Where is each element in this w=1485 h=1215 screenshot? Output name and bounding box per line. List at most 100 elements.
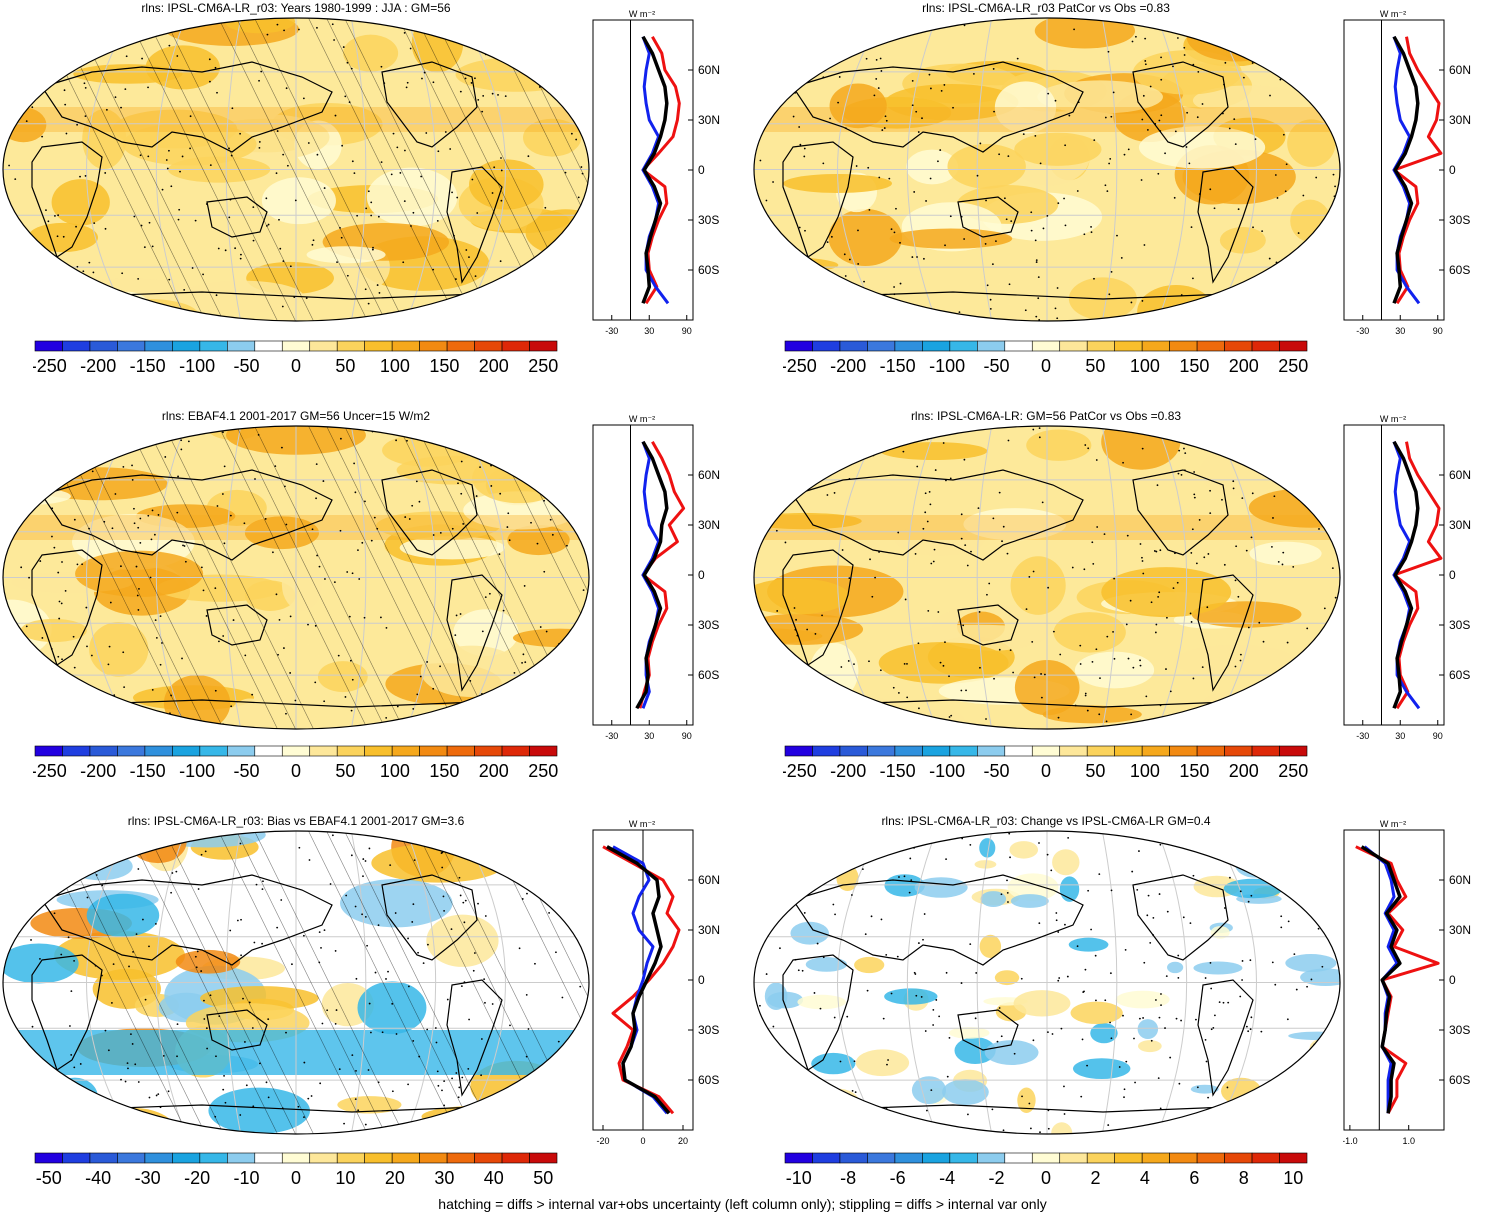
stipple-dot xyxy=(42,727,45,729)
field-blob xyxy=(1235,851,1275,878)
profile-x-tick-label: -30 xyxy=(1356,731,1369,741)
colorbar-swatch xyxy=(446,745,475,757)
stipple-dot xyxy=(1249,959,1252,962)
stipple-dot xyxy=(70,714,73,716)
stipple-dot xyxy=(294,699,297,702)
stipple-dot xyxy=(881,129,884,131)
field-blob xyxy=(340,878,453,928)
colorbar-tick-label: -10 xyxy=(786,1168,812,1188)
stipple-dot xyxy=(487,437,490,439)
stipple-dot xyxy=(847,660,850,662)
stipple-dot xyxy=(259,1133,261,1134)
stipple-dot xyxy=(1189,922,1192,925)
stipple-dot xyxy=(107,1049,110,1052)
stipple-dot xyxy=(87,440,90,443)
stipple-dot xyxy=(909,857,912,860)
stipple-dot xyxy=(143,246,146,249)
stipple-dot xyxy=(897,692,900,694)
stipple-dot xyxy=(7,878,10,881)
stipple-dot xyxy=(31,106,34,109)
stipple-dot xyxy=(1222,1001,1225,1004)
stipple-dot xyxy=(1234,665,1237,668)
stipple-dot xyxy=(1046,214,1049,217)
stipple-dot xyxy=(989,308,992,310)
stipple-dot xyxy=(1172,587,1175,589)
stipple-dot xyxy=(978,611,981,613)
stipple-dot xyxy=(276,130,279,132)
colorbar-swatch xyxy=(144,340,173,352)
stipple-dot xyxy=(1327,46,1330,49)
stipple-dot xyxy=(1034,134,1037,137)
field-blob xyxy=(974,860,997,869)
colorbar-swatch xyxy=(1169,340,1198,352)
stipple-dot xyxy=(776,514,779,516)
stipple-dot xyxy=(774,863,777,866)
stipple-dot xyxy=(1047,1031,1049,1034)
stipple-dot xyxy=(365,207,368,210)
stipple-dot xyxy=(1169,1130,1172,1133)
stipple-dot xyxy=(1130,301,1133,304)
stipple-dot xyxy=(875,58,878,61)
stipple-dot xyxy=(178,208,181,211)
stipple-dot xyxy=(17,459,20,462)
field-blob xyxy=(507,524,570,556)
colorbar-tick-label: 6 xyxy=(1189,1168,1199,1188)
stipple-dot xyxy=(841,864,843,867)
stipple-dot xyxy=(1282,133,1285,136)
profile-lat-label: 60N xyxy=(698,63,720,77)
stipple-dot xyxy=(252,1105,255,1108)
stipple-dot xyxy=(1227,1001,1230,1004)
stipple-dot xyxy=(481,630,484,633)
colorbar-tick-label: 150 xyxy=(429,761,459,781)
stipple-dot xyxy=(768,911,770,914)
stipple-dot xyxy=(1087,889,1090,892)
stipple-dot xyxy=(96,1103,99,1106)
stipple-dot xyxy=(796,664,798,667)
stipple-dot xyxy=(311,528,314,531)
stipple-dot xyxy=(35,278,38,281)
stipple-dot xyxy=(316,554,318,557)
stipple-dot xyxy=(419,675,422,678)
colorbar-swatch xyxy=(1224,340,1253,352)
stipple-dot xyxy=(815,872,818,875)
stipple-dot xyxy=(73,666,76,669)
stipple-dot xyxy=(372,246,374,249)
stipple-dot xyxy=(480,1074,483,1077)
stipple-dot xyxy=(434,1027,437,1029)
colorbar-swatch xyxy=(949,340,978,352)
stipple-dot xyxy=(867,166,870,169)
stipple-dot xyxy=(1317,491,1320,494)
stipple-dot xyxy=(1198,519,1201,521)
field-blob xyxy=(980,891,1007,907)
stipple-dot xyxy=(446,998,449,1001)
stipple-dot xyxy=(1012,671,1015,674)
colorbar-swatch xyxy=(172,745,201,757)
stipple-dot xyxy=(1285,311,1288,314)
field-blob xyxy=(1219,426,1298,439)
stipple-dot xyxy=(455,1072,458,1074)
field-blob xyxy=(768,1092,806,1115)
field-blob xyxy=(51,1077,98,1117)
stipple-dot xyxy=(1060,1027,1063,1030)
stipple-dot xyxy=(377,215,380,218)
stipple-dot xyxy=(1168,319,1171,321)
stipple-dot xyxy=(125,55,128,58)
stipple-dot xyxy=(819,1007,822,1010)
stipple-dot xyxy=(209,994,212,997)
stipple-dot xyxy=(924,492,927,495)
stipple-dot xyxy=(1124,949,1127,951)
stipple-dot xyxy=(772,181,774,183)
stipple-dot xyxy=(1095,999,1097,1002)
stipple-dot xyxy=(914,25,917,28)
stipple-dot xyxy=(65,132,68,135)
colorbar-swatch xyxy=(34,1152,63,1164)
stipple-dot xyxy=(335,1009,338,1011)
stipple-dot xyxy=(785,705,788,707)
stipple-dot xyxy=(1192,63,1195,66)
stipple-dot xyxy=(1328,79,1331,82)
stipple-dot xyxy=(1164,1127,1167,1130)
stipple-dot xyxy=(803,155,806,158)
stipple-dot xyxy=(965,689,967,692)
stipple-dot xyxy=(1122,1014,1124,1017)
stipple-dot xyxy=(986,284,989,287)
